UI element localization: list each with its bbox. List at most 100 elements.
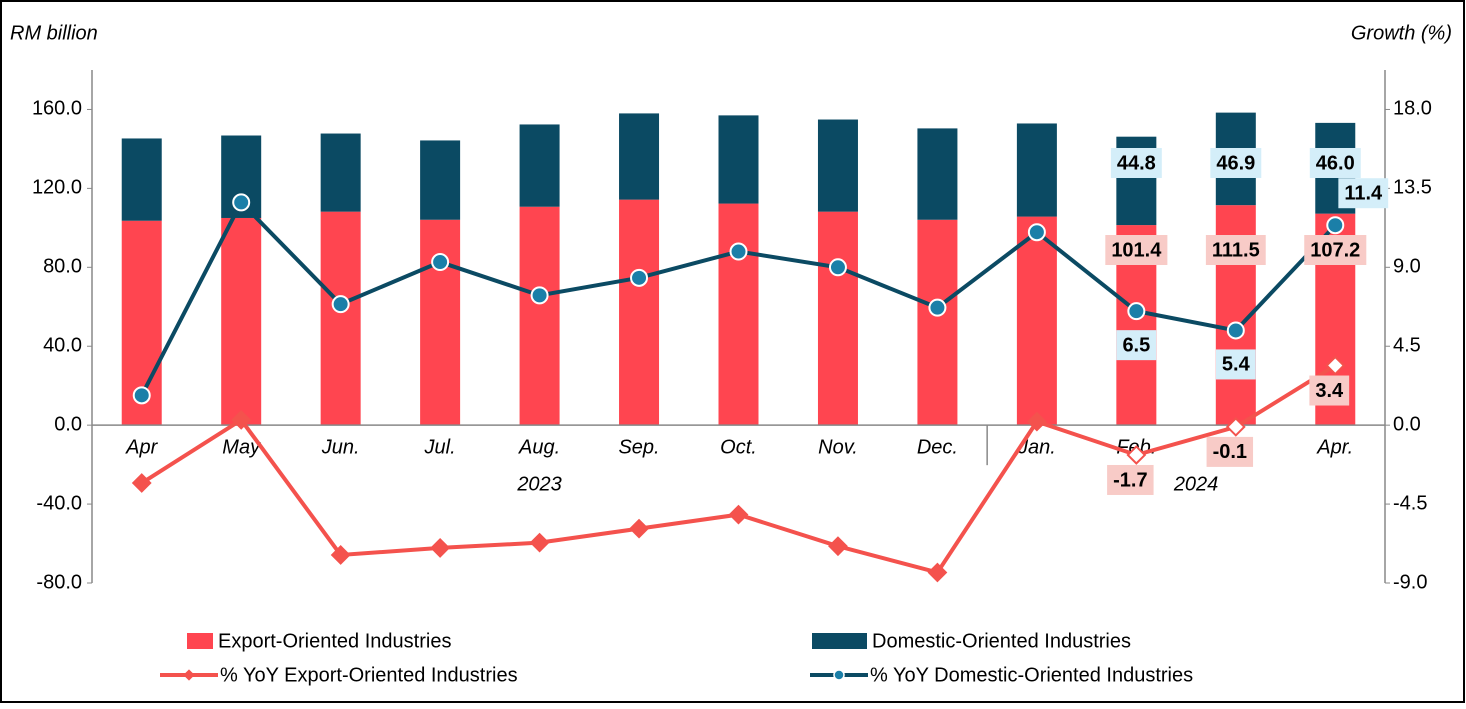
bar bbox=[320, 211, 361, 426]
bar bbox=[917, 128, 958, 220]
y-tick-label: 120.0 bbox=[32, 177, 82, 199]
bar bbox=[1016, 123, 1057, 217]
bar-value-label-bg bbox=[1105, 235, 1168, 265]
line-marker bbox=[1226, 321, 1245, 340]
line-marker bbox=[928, 298, 947, 317]
y-tick-label: 80.0 bbox=[43, 256, 82, 278]
line-marker bbox=[430, 538, 451, 558]
line-value-label: 6.5 bbox=[1122, 334, 1150, 356]
line-marker bbox=[431, 253, 450, 272]
legend-marker bbox=[183, 669, 195, 681]
line-value-label: -0.1 bbox=[1213, 441, 1247, 463]
y2-tick-label: 18.0 bbox=[1393, 98, 1432, 120]
y-tick-label: 160.0 bbox=[32, 98, 82, 120]
legend-label: Domestic-Oriented Industries bbox=[872, 630, 1131, 652]
x-tick-label: Nov. bbox=[818, 436, 858, 458]
line-value-label: 5.4 bbox=[1222, 354, 1251, 376]
x-tick-label: Jan. bbox=[1017, 436, 1056, 458]
line-value-label-bg bbox=[1206, 436, 1254, 467]
line-marker bbox=[331, 295, 350, 314]
bar-value-label-bg bbox=[1304, 235, 1367, 265]
bar-value-label: 46.9 bbox=[1216, 152, 1255, 174]
y-tick-label: 40.0 bbox=[43, 335, 82, 357]
bar bbox=[221, 217, 262, 426]
line-marker bbox=[1026, 411, 1047, 432]
bar-value-label-bg bbox=[1309, 148, 1361, 178]
x-tick-label: Aug. bbox=[518, 436, 560, 458]
line-marker bbox=[232, 193, 251, 212]
bar-value-label: 107.2 bbox=[1310, 239, 1360, 261]
x-group-label: 2024 bbox=[1173, 473, 1219, 495]
line-value-label: 11.4 bbox=[1344, 182, 1383, 204]
line-marker bbox=[1127, 302, 1146, 321]
x-tick-label: Apr. bbox=[1316, 436, 1353, 458]
bar-value-label: 101.4 bbox=[1111, 239, 1162, 261]
bar bbox=[420, 140, 461, 220]
legend-label: Export-Oriented Industries bbox=[218, 630, 451, 652]
line-marker bbox=[630, 268, 649, 287]
bar bbox=[320, 133, 361, 212]
line-marker bbox=[1325, 355, 1346, 376]
bar-value-label: 44.8 bbox=[1117, 152, 1156, 174]
line-marker bbox=[132, 386, 151, 405]
y2-tick-label: 0.0 bbox=[1393, 413, 1421, 435]
bar bbox=[917, 219, 958, 426]
bar-value-label-bg bbox=[1110, 148, 1162, 178]
line-value-label: -1.7 bbox=[1113, 469, 1147, 491]
x-tick-label: Jun. bbox=[321, 436, 360, 458]
y2-tick-label: 9.0 bbox=[1393, 256, 1421, 278]
line-value-label-bg bbox=[1338, 178, 1389, 209]
legend-label: % YoY Domestic-Oriented Industries bbox=[870, 664, 1193, 686]
bar bbox=[817, 211, 858, 426]
line-value-label: 3.4 bbox=[1315, 380, 1344, 402]
y-tick-label: 0.0 bbox=[54, 413, 82, 435]
line-value-label-bg bbox=[1215, 349, 1256, 380]
line-marker bbox=[828, 258, 847, 277]
legend-marker bbox=[833, 669, 845, 681]
line-marker bbox=[231, 409, 252, 430]
line-marker bbox=[1126, 445, 1147, 465]
y2-axis-label: Growth (%) bbox=[1351, 22, 1452, 44]
bar bbox=[718, 203, 759, 426]
legend-swatch bbox=[812, 633, 867, 649]
line-value-label-bg bbox=[1309, 375, 1350, 406]
x-tick-label: Jul. bbox=[424, 436, 456, 458]
line-marker bbox=[1326, 216, 1345, 235]
bar bbox=[121, 138, 162, 221]
bar bbox=[718, 115, 759, 204]
bar-value-label-bg bbox=[1205, 235, 1266, 265]
line-marker bbox=[131, 473, 152, 493]
legend-label: % YoY Export-Oriented Industries bbox=[220, 664, 518, 686]
y2-tick-label: 13.5 bbox=[1393, 177, 1432, 199]
line-marker bbox=[330, 545, 351, 565]
x-tick-label: Oct. bbox=[720, 436, 757, 458]
legend-swatch bbox=[187, 633, 213, 649]
line-marker bbox=[927, 562, 948, 583]
line-marker bbox=[529, 532, 550, 553]
bar-value-label: 46.0 bbox=[1316, 152, 1355, 174]
line-marker bbox=[729, 242, 748, 261]
bar bbox=[619, 113, 660, 200]
line-marker bbox=[1225, 417, 1246, 437]
bar bbox=[420, 219, 461, 426]
bar bbox=[619, 199, 660, 426]
y-axis-label: RM billion bbox=[10, 22, 98, 44]
bar bbox=[1016, 216, 1057, 426]
y-tick-label: -80.0 bbox=[36, 571, 82, 593]
line-marker bbox=[828, 536, 848, 557]
line-value-label-bg bbox=[1107, 464, 1154, 495]
bar-value-label: 111.5 bbox=[1212, 239, 1260, 261]
y2-tick-label: -9.0 bbox=[1393, 571, 1427, 593]
bar bbox=[817, 119, 858, 212]
line-value-label-bg bbox=[1116, 330, 1157, 361]
x-tick-label: Sep. bbox=[618, 436, 659, 458]
y-tick-label: -40.0 bbox=[36, 492, 82, 514]
line-marker bbox=[629, 518, 649, 539]
y2-tick-label: 4.5 bbox=[1393, 335, 1421, 357]
line-marker bbox=[728, 504, 749, 525]
x-tick-label: Dec. bbox=[917, 436, 958, 458]
x-tick-label: May bbox=[222, 436, 261, 458]
bar-value-label-bg bbox=[1210, 148, 1262, 178]
line-marker bbox=[1027, 223, 1046, 242]
